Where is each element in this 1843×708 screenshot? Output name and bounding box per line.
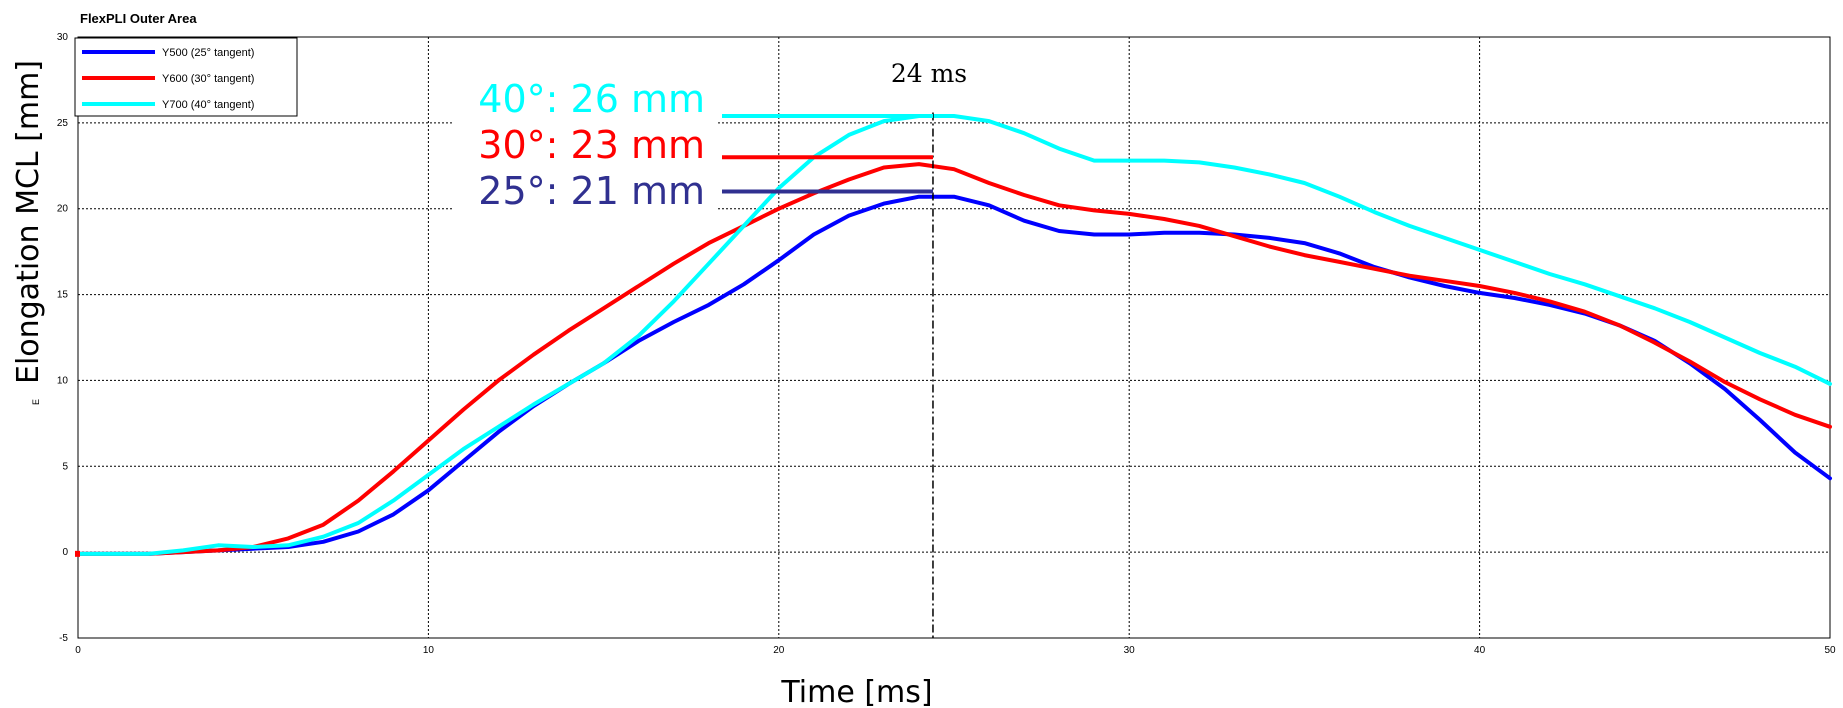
y-tick-label: 20 <box>57 204 69 215</box>
legend-entry-3: Y700 (40° tangent) <box>162 99 254 111</box>
peak-time-label: 24 ms <box>891 59 967 88</box>
x-tick-label: 30 <box>1124 645 1136 656</box>
y-tick-label: 30 <box>57 32 69 43</box>
y-tick-label: -5 <box>59 633 68 644</box>
start-marker <box>75 550 80 557</box>
annotation-label-3: 25°: 21 mm <box>478 169 705 213</box>
y-tick-label: 10 <box>57 375 69 386</box>
annotation-bg <box>452 168 717 212</box>
grid <box>78 37 1830 638</box>
annotation-label-2: 30°: 23 mm <box>478 123 705 167</box>
y-axis-label: Elongation MCL [mm] <box>11 60 46 384</box>
x-axis-label: Time [ms] <box>780 675 932 708</box>
x-tick-label: 0 <box>75 645 81 656</box>
legend-entry-2: Y600 (30° tangent) <box>162 73 254 85</box>
plot-frame <box>77 36 1831 639</box>
legend-entry-1: Y500 (25° tangent) <box>162 47 254 59</box>
series-line-1 <box>76 194 1832 556</box>
y-tick-label: 0 <box>62 547 68 558</box>
annotation-label-1: 40°: 26 mm <box>478 77 705 121</box>
x-tick-label: 20 <box>773 645 785 656</box>
series-line-2 <box>76 162 1832 556</box>
axis-ticks: 0 10 20 30 40 50 -5 0 5 10 15 20 25 30 <box>57 32 1836 656</box>
y-tick-label: 15 <box>57 290 69 301</box>
y-axis-small-unit: E <box>31 399 41 405</box>
series-line-3 <box>76 114 1832 556</box>
x-tick-label: 50 <box>1824 645 1836 656</box>
annotation-bg <box>452 122 717 166</box>
legend: Y500 (25° tangent) Y600 (30° tangent) Y700… <box>74 37 298 117</box>
annotation-bg <box>452 76 717 120</box>
x-tick-label: 10 <box>423 645 435 656</box>
x-tick-label: 40 <box>1474 645 1486 656</box>
y-tick-label: 5 <box>62 461 68 472</box>
chart-title: FlexPLI Outer Area <box>80 11 197 26</box>
series-group <box>75 114 1832 557</box>
y-tick-label: 25 <box>57 118 69 129</box>
marker-group: 24 ms <box>891 59 967 638</box>
